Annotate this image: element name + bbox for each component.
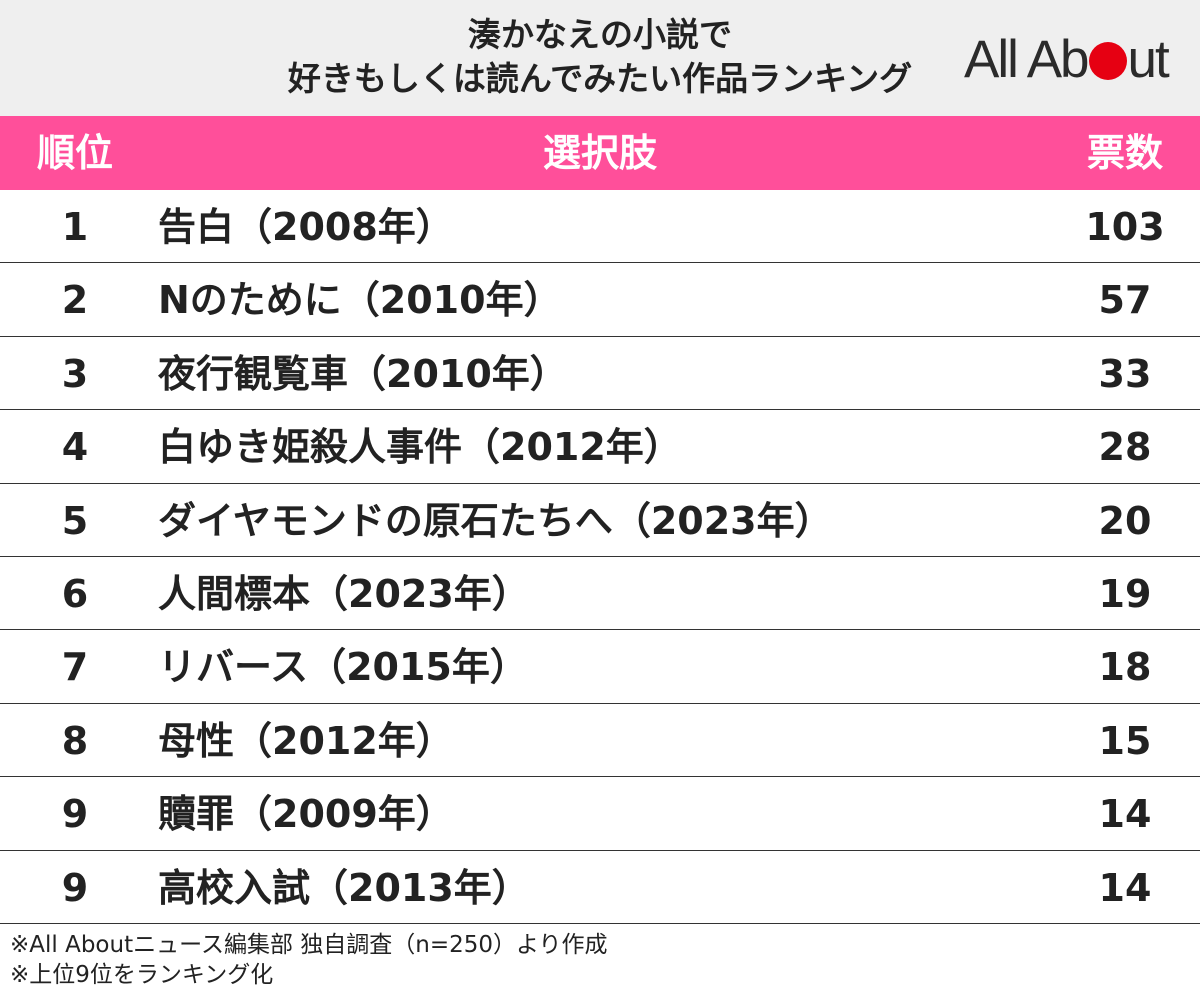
votes-cell: 103	[1085, 205, 1165, 249]
table-row: 3 夜行観覧車（2010年） 33	[0, 337, 1200, 411]
votes-cell: 14	[1098, 865, 1152, 910]
rank-cell: 5	[61, 498, 89, 543]
table-header: 順位 選択肢 票数	[0, 116, 1200, 190]
table-row: 8 母性（2012年） 15	[0, 704, 1200, 778]
rank-cell: 9	[61, 792, 89, 837]
choice-cell: 告白（2008年）	[158, 205, 454, 249]
footnote-source: ※All Aboutニュース編集部 独自調査（n=250）より作成	[10, 932, 608, 958]
votes-cell: 18	[1098, 645, 1152, 690]
rank-cell: 1	[61, 205, 89, 249]
rank-cell: 2	[61, 278, 89, 323]
table-row: 1 告白（2008年） 103	[0, 190, 1200, 264]
choice-cell: 高校入試（2013年）	[158, 865, 530, 910]
choice-cell: 贖罪（2009年）	[158, 792, 454, 837]
choice-cell: 白ゆき姫殺人事件（2012年）	[158, 425, 682, 470]
table-row: 9 贖罪（2009年） 14	[0, 777, 1200, 851]
ranking-table-body: 1 告白（2008年） 103 2 Nのために（2010年） 57 3 夜行観覧…	[0, 190, 1200, 924]
votes-cell: 28	[1098, 425, 1152, 470]
column-header-votes: 票数	[1086, 131, 1163, 175]
votes-cell: 15	[1098, 718, 1152, 763]
choice-cell: 母性（2012年）	[158, 718, 454, 763]
footnotes: ※All Aboutニュース編集部 独自調査（n=250）より作成 ※上位9位を…	[10, 930, 608, 990]
page-title-line2: 好きもしくは読んでみたい作品ランキング	[287, 59, 913, 98]
table-row: 6 人間標本（2023年） 19	[0, 557, 1200, 631]
choice-cell: ダイヤモンドの原石たちへ（2023年）	[158, 498, 833, 543]
table-row: 4 白ゆき姫殺人事件（2012年） 28	[0, 410, 1200, 484]
column-header-choice: 選択肢	[542, 131, 657, 175]
column-header-rank: 順位	[36, 131, 113, 175]
choice-cell: Nのために（2010年）	[158, 278, 562, 323]
rank-cell: 7	[61, 645, 89, 690]
votes-cell: 57	[1098, 278, 1152, 323]
choice-cell: 夜行観覧車（2010年）	[158, 351, 568, 396]
logo-text-post: ut	[1127, 30, 1170, 89]
header: 湊かなえの小説で 好きもしくは読んでみたい作品ランキング All Ab ut	[0, 0, 1200, 116]
table-row: 5 ダイヤモンドの原石たちへ（2023年） 20	[0, 484, 1200, 557]
rank-cell: 8	[61, 718, 89, 763]
rank-cell: 4	[61, 425, 89, 470]
choice-cell: リバース（2015年）	[158, 645, 528, 690]
votes-cell: 19	[1098, 571, 1152, 616]
page-title-line1: 湊かなえの小説で	[468, 15, 732, 54]
votes-cell: 20	[1098, 498, 1152, 543]
logo-text-pre: All Ab	[964, 30, 1090, 89]
votes-cell: 33	[1098, 351, 1152, 396]
rank-cell: 3	[61, 351, 89, 396]
all-about-logo: All Ab ut	[964, 30, 1170, 90]
table-row: 9 高校入試（2013年） 14	[0, 851, 1200, 924]
logo-red-dot-icon	[1088, 42, 1127, 80]
rank-cell: 9	[61, 865, 89, 910]
table-row: 7 リバース（2015年） 18	[0, 630, 1200, 704]
footnote-ranking: ※上位9位をランキング化	[10, 962, 274, 988]
rank-cell: 6	[61, 571, 89, 616]
table-row: 2 Nのために（2010年） 57	[0, 263, 1200, 337]
votes-cell: 14	[1098, 792, 1152, 837]
choice-cell: 人間標本（2023年）	[158, 571, 530, 616]
